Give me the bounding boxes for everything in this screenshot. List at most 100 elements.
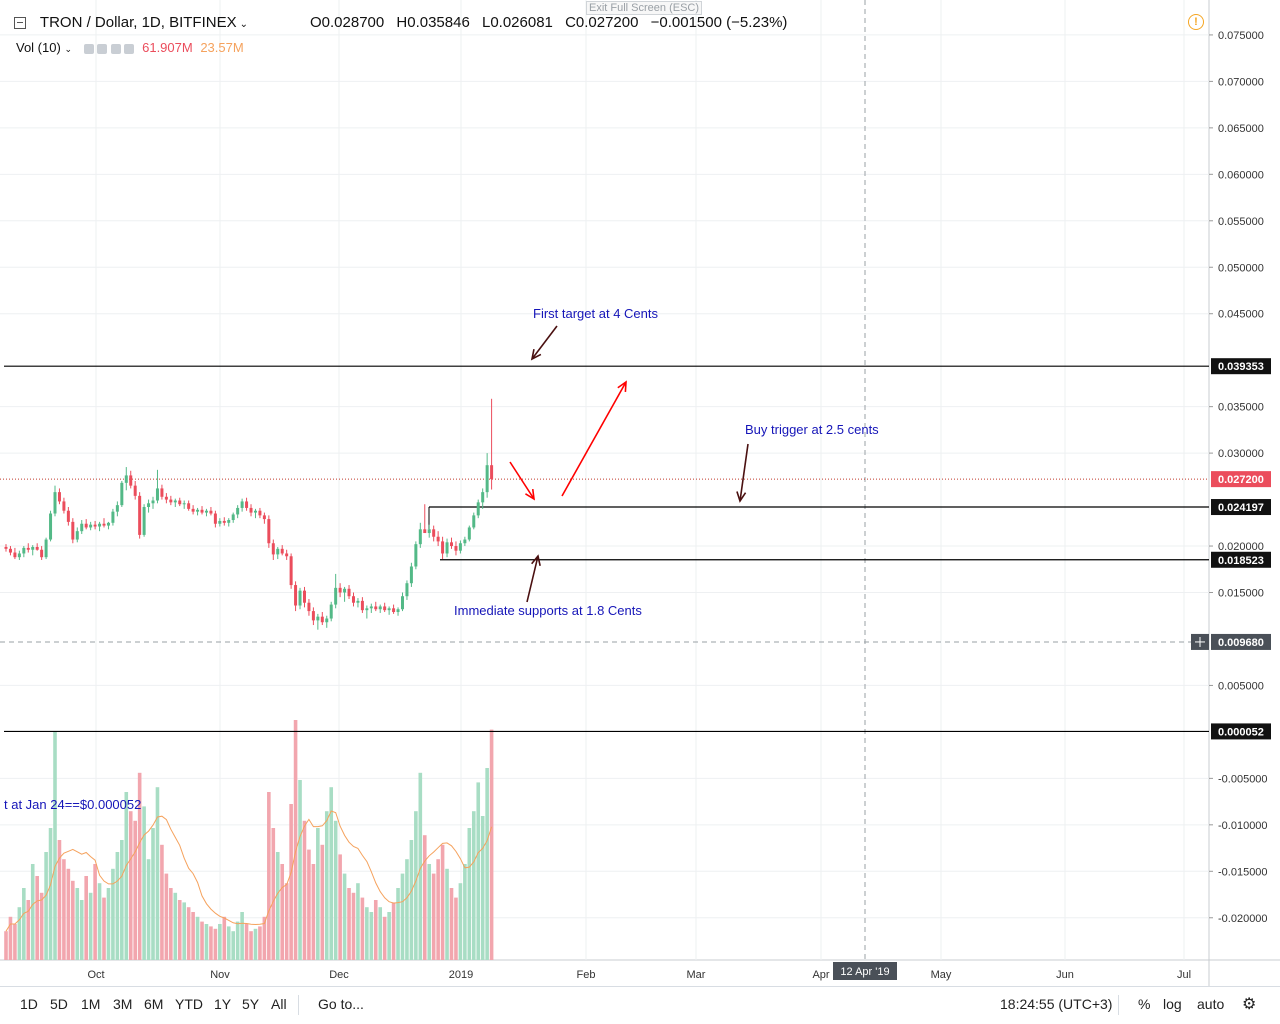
time-axis[interactable]: Oct Nov Dec 2019 Feb Mar Apr May Jun Jul 12 Apr '1… xyxy=(87,962,1191,981)
range-1y[interactable]: 1Y xyxy=(214,996,232,1012)
volume-bar xyxy=(17,907,22,960)
clock: 18:24:55 (UTC+3) xyxy=(1000,996,1113,1012)
volume-bar xyxy=(146,859,151,960)
price-label-box xyxy=(1211,723,1271,740)
volume-bar xyxy=(431,873,436,960)
volume-bar xyxy=(39,892,44,960)
candle-body xyxy=(147,503,151,508)
candle-body xyxy=(427,529,431,534)
chevron-down-icon[interactable]: ⌄ xyxy=(64,44,72,54)
price-label: 0.039353 xyxy=(1218,361,1264,373)
range-1m[interactable]: 1M xyxy=(81,996,101,1012)
volume-bar xyxy=(75,888,80,960)
volume-bar xyxy=(53,732,57,960)
volume-label[interactable]: Vol (10) xyxy=(16,40,61,55)
volume-bar xyxy=(414,811,418,960)
volume-bar xyxy=(244,924,249,960)
candle-body xyxy=(289,556,293,586)
goto-button[interactable]: Go to... xyxy=(318,996,364,1012)
candle-body xyxy=(35,546,39,550)
volume-bar xyxy=(378,907,383,960)
log-toggle[interactable]: log xyxy=(1163,996,1182,1012)
candle-body xyxy=(129,475,133,486)
volume-bar xyxy=(280,864,285,960)
volume-bar xyxy=(329,787,334,960)
candle-body xyxy=(31,546,35,550)
candle-body xyxy=(227,520,231,523)
volume-bar xyxy=(48,828,53,960)
candle-body xyxy=(458,543,462,551)
candle-body xyxy=(262,515,266,520)
range-5d[interactable]: 5D xyxy=(50,996,68,1012)
close-icon[interactable] xyxy=(124,43,135,54)
candle-body xyxy=(258,510,262,516)
candle-body xyxy=(169,499,173,503)
percent-toggle[interactable]: % xyxy=(1138,996,1151,1012)
symbol-title[interactable]: TRON / Dollar, 1D, BITFINEX xyxy=(39,14,237,31)
candle-body xyxy=(343,588,347,593)
candle-body xyxy=(338,587,342,593)
candle-body xyxy=(392,608,396,613)
volume-bar xyxy=(333,820,338,960)
volume-bar xyxy=(347,888,351,960)
range-3m[interactable]: 3M xyxy=(113,996,133,1012)
candle-body xyxy=(396,609,400,613)
toolbar-divider xyxy=(298,995,299,1015)
gear-icon[interactable]: ⚙ xyxy=(1242,996,1257,1013)
volume-bar xyxy=(124,792,129,960)
y-tick-label: 0.015000 xyxy=(1218,588,1264,600)
candle-body xyxy=(476,502,480,516)
volume-bar xyxy=(454,897,458,960)
x-tick-label: Nov xyxy=(210,969,230,981)
candle-body xyxy=(80,523,84,532)
ohlc-values: O0.028700 H0.035846 L0.026081 C0.027200 … xyxy=(310,14,795,31)
collapse-icon[interactable] xyxy=(14,17,26,30)
candle-body xyxy=(400,596,404,610)
alert-icon[interactable]: ! xyxy=(1188,14,1204,30)
eye-icon[interactable] xyxy=(83,43,94,54)
volume-bar xyxy=(316,828,320,960)
volume-bar xyxy=(93,864,97,960)
volume-bar xyxy=(356,883,360,960)
candle-body xyxy=(329,604,333,619)
volume-bar xyxy=(440,844,445,960)
range-6m[interactable]: 6M xyxy=(144,996,164,1012)
candle-body xyxy=(374,606,378,610)
candle-body xyxy=(236,507,240,515)
volume-bar xyxy=(467,828,472,960)
chevron-down-icon[interactable]: ⌄ xyxy=(239,19,248,30)
range-5y[interactable]: 5Y xyxy=(242,996,260,1012)
add-icon[interactable] xyxy=(110,43,121,54)
range-1d[interactable]: 1D xyxy=(20,996,38,1012)
candle-body xyxy=(467,527,471,540)
close-value: C0.027200 xyxy=(565,14,639,31)
price-label-box xyxy=(1211,499,1271,516)
candle-body xyxy=(418,529,422,545)
auto-toggle[interactable]: auto xyxy=(1197,996,1225,1012)
candle-body xyxy=(454,546,458,551)
candle-body xyxy=(75,531,79,540)
candle-body xyxy=(160,488,164,497)
volume-bar xyxy=(387,912,391,960)
candle-body xyxy=(450,542,453,547)
candle-body xyxy=(13,552,17,558)
volume-bar xyxy=(449,888,454,960)
volume-bar xyxy=(79,900,84,960)
y-tick-label: 0.055000 xyxy=(1218,216,1264,228)
candle-body xyxy=(71,521,75,540)
arrow-supports-head xyxy=(531,554,541,566)
volume-bar xyxy=(106,888,111,960)
y-tick-label: -0.010000 xyxy=(1218,820,1268,832)
y-tick-label: 0.020000 xyxy=(1218,541,1264,553)
volume-bar xyxy=(400,873,405,960)
change-value: −0.001500 (−5.23%) xyxy=(650,14,788,31)
price-axis[interactable]: 0.075000 0.070000 0.065000 0.060000 0.055000… xyxy=(1191,30,1271,925)
settings-small-icon[interactable] xyxy=(97,43,108,54)
volume-bar xyxy=(289,804,293,960)
candle-body xyxy=(311,611,315,621)
volume-bar xyxy=(231,931,236,960)
range-all[interactable]: All xyxy=(271,996,287,1012)
range-ytd[interactable]: YTD xyxy=(175,996,203,1012)
exit-fullscreen-button[interactable]: Exit Full Screen (ESC) xyxy=(586,1,703,15)
